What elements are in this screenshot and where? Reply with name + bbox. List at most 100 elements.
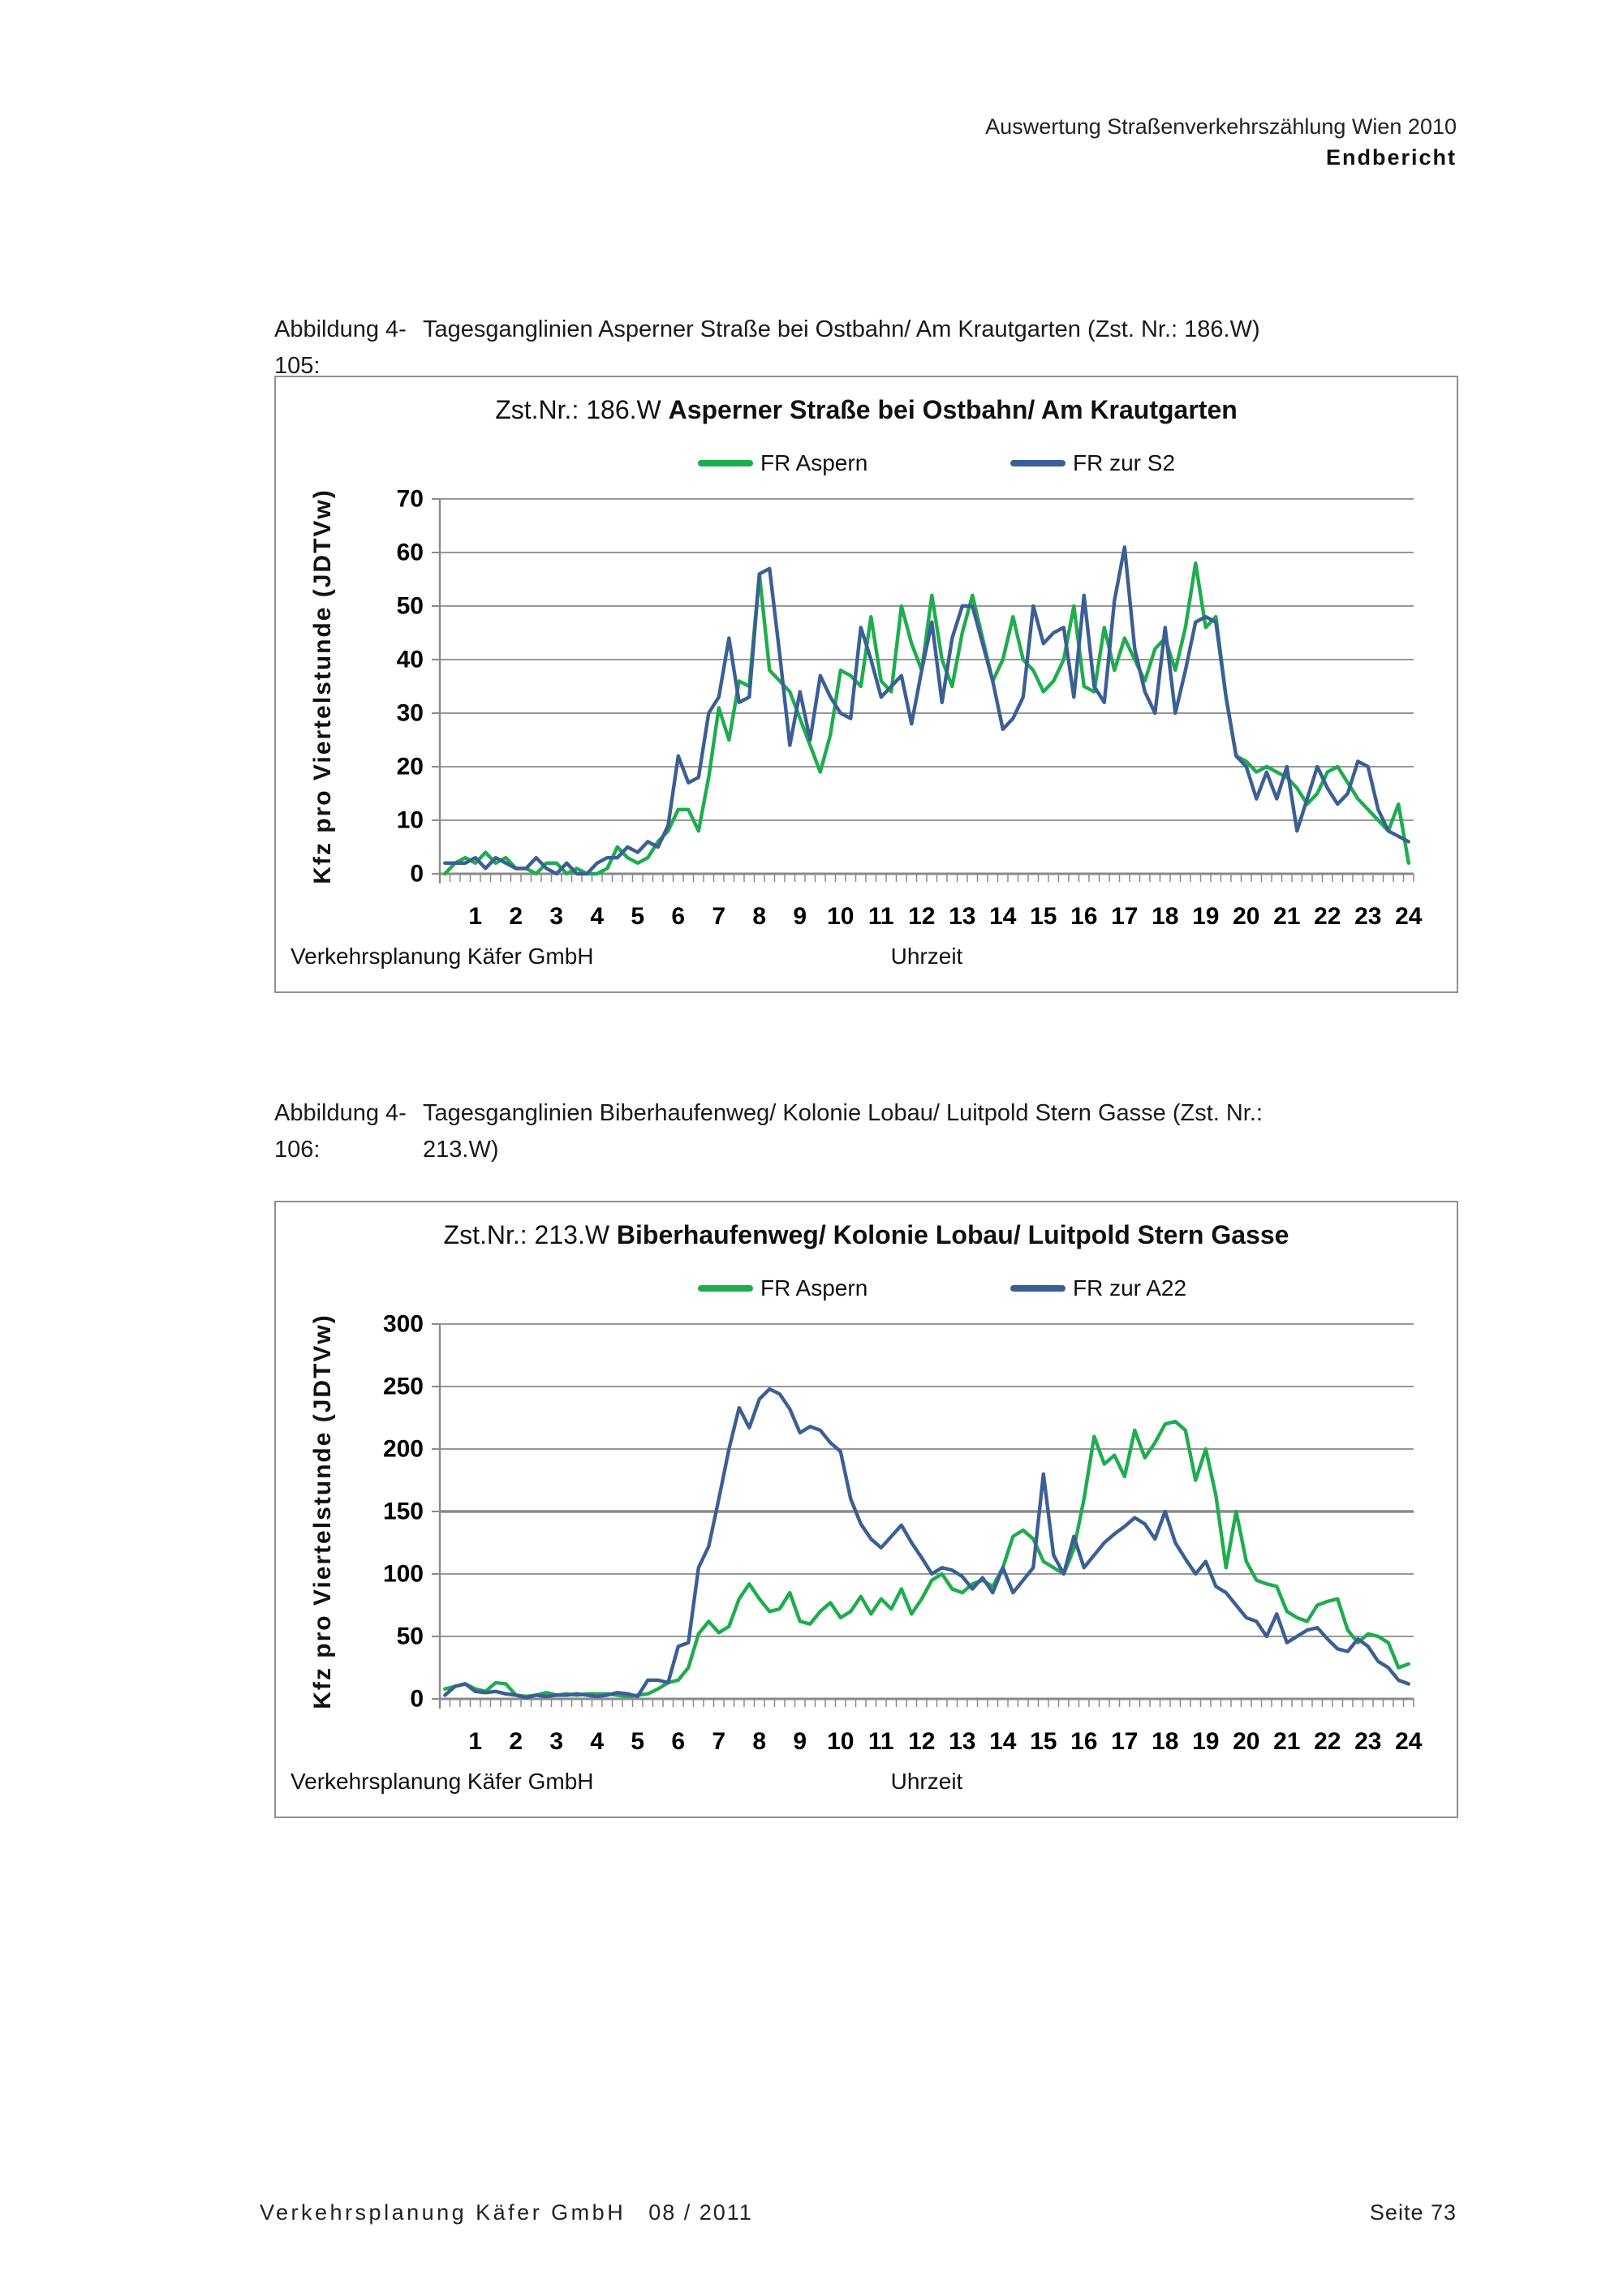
header-subtitle: Endbericht — [1325, 144, 1457, 170]
figure-caption-4-106: Abbildung 4-106: Tagesganglinien Biberha… — [274, 1095, 1467, 1168]
legend-line-swatch-green — [698, 1285, 753, 1292]
y-tick-label: 70 — [397, 486, 424, 513]
x-tick-label: 12 — [908, 1728, 935, 1755]
caption-text-line2: 213.W) — [423, 1136, 499, 1163]
x-tick-label: 5 — [631, 903, 644, 930]
x-tick-label: 21 — [1273, 1728, 1300, 1755]
series-line-fr-zur-s2 — [443, 545, 1411, 876]
x-tick-label: 8 — [752, 903, 766, 930]
x-tick-label: 23 — [1354, 903, 1381, 930]
x-tick-label: 13 — [949, 903, 975, 930]
footer-company-name: Verkehrsplanung Käfer GmbH — [260, 2200, 626, 2225]
y-tick-label: 150 — [383, 1498, 424, 1525]
chart-2-title-main: Biberhaufenweg/ Kolonie Lobau/ Luitpold … — [616, 1220, 1289, 1249]
x-tick-label: 7 — [712, 1728, 725, 1755]
legend-line-swatch-blue — [1010, 460, 1065, 467]
x-tick-label: 10 — [827, 1728, 854, 1755]
legend-label: FR Aspern — [760, 450, 868, 475]
x-tick-label: 17 — [1111, 1728, 1138, 1755]
x-tick-label: 15 — [1030, 1728, 1057, 1755]
x-tick-label: 4 — [590, 1728, 604, 1755]
x-tick-label: 3 — [549, 903, 563, 930]
y-tick-label: 50 — [397, 1623, 424, 1650]
chart-1-title-prefix: Zst.Nr.: 186.W — [495, 395, 661, 424]
caption-label: Abbildung 4-106: — [274, 1100, 407, 1163]
x-tick-label: 12 — [908, 903, 935, 930]
x-tick-label: 18 — [1152, 903, 1178, 930]
document-header: Auswertung Straßenverkehrszählung Wien 2… — [985, 112, 1457, 174]
x-tick-label: 18 — [1152, 1728, 1178, 1755]
chart-1-legend-entry-1: FR Aspern — [698, 450, 867, 476]
x-tick-label: 9 — [793, 903, 807, 930]
x-tick-label: 4 — [590, 903, 604, 930]
x-tick-label: 20 — [1233, 1728, 1259, 1755]
y-tick-label: 30 — [397, 700, 424, 727]
y-tick-label: 300 — [383, 1311, 424, 1338]
x-tick-label: 6 — [671, 903, 685, 930]
chart-2-legend-entry-1: FR Aspern — [698, 1275, 867, 1301]
caption-label: Abbildung 4-105: — [274, 316, 407, 379]
series-line-fr-aspern — [443, 561, 1411, 876]
x-tick-label: 19 — [1192, 1728, 1219, 1755]
x-tick-label: 11 — [868, 1728, 894, 1755]
x-tick-label: 16 — [1070, 1728, 1097, 1755]
x-tick-label: 5 — [631, 1728, 644, 1755]
x-tick-label: 2 — [509, 903, 523, 930]
chart-2-y-axis-title: Kfz pro Viertelstunde (JDTVw) — [309, 1314, 336, 1709]
y-tick-label: 40 — [397, 647, 424, 673]
x-tick-label: 16 — [1070, 903, 1097, 930]
legend-line-swatch-blue — [1010, 1285, 1065, 1292]
x-tick-label: 21 — [1273, 903, 1300, 930]
chart-1-container: 0 10 20 30 40 50 60 70 1 2 3 4 5 6 7 8 9 10 11 12 13 14 15 16 17… — [274, 376, 1458, 993]
chart-1-legend-entry-2: FR zur S2 — [1010, 450, 1175, 476]
series-line-fr-aspern — [443, 1419, 1411, 1699]
x-tick-label: 23 — [1354, 1728, 1381, 1755]
chart-2-container: 0 50 100 150 200 250 300 1 2 3 4 5 6 7 8 9 10 11 12 13 14 15 1… — [274, 1201, 1458, 1818]
y-tick-label: 100 — [383, 1561, 424, 1588]
footer-date: 08 / 2011 — [648, 2200, 753, 2225]
footer-company: Verkehrsplanung Käfer GmbH 08 / 2011 — [260, 2200, 753, 2225]
caption-text: Tagesganglinien Biberhaufenweg/ Kolonie … — [423, 1095, 1263, 1168]
chart-2-title-prefix: Zst.Nr.: 213.W — [443, 1220, 610, 1249]
chart-1-title: Zst.Nr.: 186.W Asperner Straße bei Ostba… — [276, 395, 1457, 425]
chart-1-title-main: Asperner Straße bei Ostbahn/ Am Krautgar… — [668, 395, 1238, 424]
x-tick-label: 24 — [1395, 1728, 1423, 1755]
x-tick-label: 13 — [949, 1728, 975, 1755]
page-footer: Verkehrsplanung Käfer GmbH 08 / 2011 Seit… — [260, 2200, 1457, 2225]
legend-label: FR zur S2 — [1073, 450, 1176, 475]
x-tick-label: 14 — [989, 1728, 1017, 1755]
x-tick-label: 22 — [1314, 1728, 1341, 1755]
chart-2-legend-entry-2: FR zur A22 — [1010, 1275, 1186, 1301]
x-tick-label: 2 — [509, 1728, 523, 1755]
x-tick-label: 22 — [1314, 903, 1341, 930]
y-tick-label: 250 — [383, 1374, 424, 1400]
chart-1-x-axis-title: Uhrzeit — [890, 944, 963, 969]
x-tick-label: 10 — [827, 903, 854, 930]
chart-1-y-axis-title: Kfz pro Viertelstunde (JDTVw) — [309, 488, 336, 884]
x-tick-label: 8 — [752, 1728, 766, 1755]
chart-2-x-axis-title: Uhrzeit — [890, 1769, 963, 1794]
legend-label: FR Aspern — [760, 1275, 868, 1301]
legend-label: FR zur A22 — [1073, 1275, 1187, 1301]
caption-text-line1: Tagesganglinien Biberhaufenweg/ Kolonie … — [423, 1100, 1263, 1126]
series-line-fr-zur-a22 — [443, 1387, 1411, 1700]
y-tick-label: 10 — [397, 807, 424, 834]
x-tick-label: 15 — [1030, 903, 1057, 930]
chart-2-title: Zst.Nr.: 213.W Biberhaufenweg/ Kolonie L… — [276, 1220, 1457, 1250]
x-tick-label: 3 — [549, 1728, 563, 1755]
x-tick-label: 20 — [1233, 903, 1259, 930]
x-tick-label: 1 — [468, 1728, 482, 1755]
chart-1-watermark: Verkehrsplanung Käfer GmbH — [291, 944, 594, 969]
y-tick-label: 50 — [397, 593, 424, 620]
y-tick-label: 0 — [410, 861, 424, 888]
header-title: Auswertung Straßenverkehrszählung Wien 2… — [985, 114, 1457, 139]
x-tick-label: 24 — [1395, 903, 1423, 930]
x-tick-label: 14 — [989, 903, 1017, 930]
caption-text: Tagesganglinien Asperner Straße bei Ostb… — [423, 316, 1260, 342]
x-tick-label: 11 — [868, 903, 894, 930]
y-tick-label: 60 — [397, 540, 424, 566]
x-tick-label: 6 — [671, 1728, 685, 1755]
